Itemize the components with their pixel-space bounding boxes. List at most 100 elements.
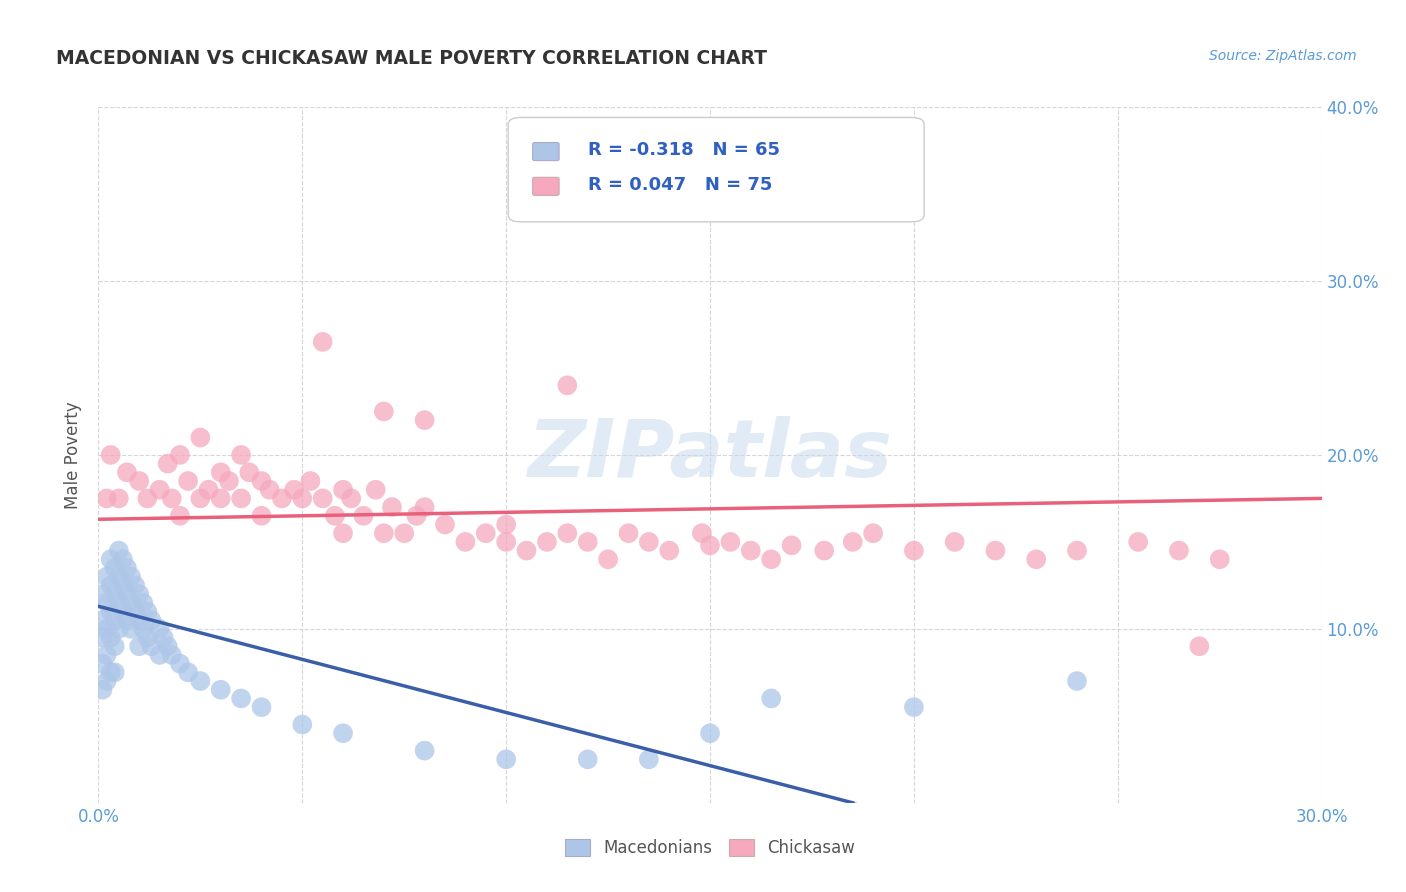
Point — [188, 674, 212, 689]
Point — [740, 543, 762, 558]
Point — [1188, 639, 1211, 653]
Point — [91, 682, 114, 697]
Point — [259, 483, 281, 497]
Point — [152, 631, 174, 645]
Point — [115, 587, 138, 601]
Point — [100, 578, 122, 592]
Point — [156, 457, 179, 471]
Point — [699, 538, 721, 552]
Text: R = 0.047   N = 75: R = 0.047 N = 75 — [588, 176, 772, 194]
Point — [454, 534, 477, 549]
Point — [312, 491, 335, 506]
Point — [124, 605, 146, 619]
Point — [188, 431, 212, 445]
Point — [903, 543, 925, 558]
Point — [1209, 552, 1232, 566]
Point — [780, 538, 803, 552]
Point — [943, 534, 966, 549]
Point — [312, 334, 335, 349]
Point — [108, 543, 131, 558]
Point — [160, 648, 183, 662]
Point — [903, 700, 925, 714]
Point — [128, 474, 150, 488]
Point — [100, 448, 122, 462]
Point — [197, 483, 219, 497]
Point — [270, 491, 294, 506]
Point — [495, 752, 517, 766]
Point — [434, 517, 457, 532]
Point — [841, 534, 863, 549]
Point — [598, 552, 620, 566]
Point — [141, 613, 163, 627]
Point — [250, 474, 273, 488]
Point — [557, 378, 579, 392]
Point — [332, 526, 354, 541]
Point — [115, 561, 138, 575]
Point — [111, 552, 134, 566]
Point — [120, 570, 142, 584]
Point — [169, 448, 191, 462]
Point — [231, 691, 253, 706]
Point — [120, 622, 142, 636]
FancyBboxPatch shape — [533, 143, 560, 161]
Point — [96, 596, 118, 610]
Point — [128, 587, 150, 601]
Point — [91, 587, 114, 601]
Point — [96, 570, 118, 584]
Point — [617, 526, 640, 541]
Point — [96, 622, 118, 636]
Point — [91, 657, 114, 671]
Point — [1066, 543, 1088, 558]
Point — [474, 526, 498, 541]
Point — [381, 500, 404, 514]
Point — [104, 613, 127, 627]
Point — [1167, 543, 1189, 558]
Point — [813, 543, 835, 558]
Point — [100, 605, 122, 619]
Point — [96, 674, 118, 689]
Point — [536, 534, 558, 549]
Point — [373, 404, 395, 418]
Point — [108, 570, 131, 584]
Point — [188, 491, 212, 506]
Point — [638, 534, 661, 549]
Point — [250, 700, 273, 714]
Point — [291, 491, 314, 506]
Point — [169, 508, 191, 523]
Point — [104, 587, 127, 601]
Point — [495, 517, 517, 532]
Point — [100, 631, 122, 645]
Point — [149, 483, 172, 497]
Point — [115, 613, 138, 627]
Point — [413, 500, 436, 514]
Point — [128, 639, 150, 653]
Point — [136, 631, 159, 645]
Point — [111, 605, 134, 619]
Point — [91, 613, 114, 627]
Point — [209, 466, 232, 480]
Point — [209, 491, 232, 506]
Point — [862, 526, 884, 541]
Point — [177, 474, 200, 488]
Point — [1066, 674, 1088, 689]
Point — [111, 578, 134, 592]
Text: Source: ZipAtlas.com: Source: ZipAtlas.com — [1209, 49, 1357, 63]
Point — [108, 596, 131, 610]
Point — [132, 622, 155, 636]
Point — [1128, 534, 1150, 549]
Point — [128, 613, 150, 627]
Point — [169, 657, 191, 671]
Point — [332, 483, 354, 497]
Point — [576, 534, 599, 549]
Point — [104, 639, 127, 653]
Point — [516, 543, 538, 558]
Point — [218, 474, 240, 488]
Legend: Macedonians, Chickasaw: Macedonians, Chickasaw — [558, 832, 862, 864]
Point — [115, 466, 138, 480]
Point — [96, 491, 118, 506]
Point — [413, 413, 436, 427]
Point — [413, 744, 436, 758]
Point — [405, 508, 427, 523]
FancyBboxPatch shape — [508, 118, 924, 222]
Point — [283, 483, 305, 497]
